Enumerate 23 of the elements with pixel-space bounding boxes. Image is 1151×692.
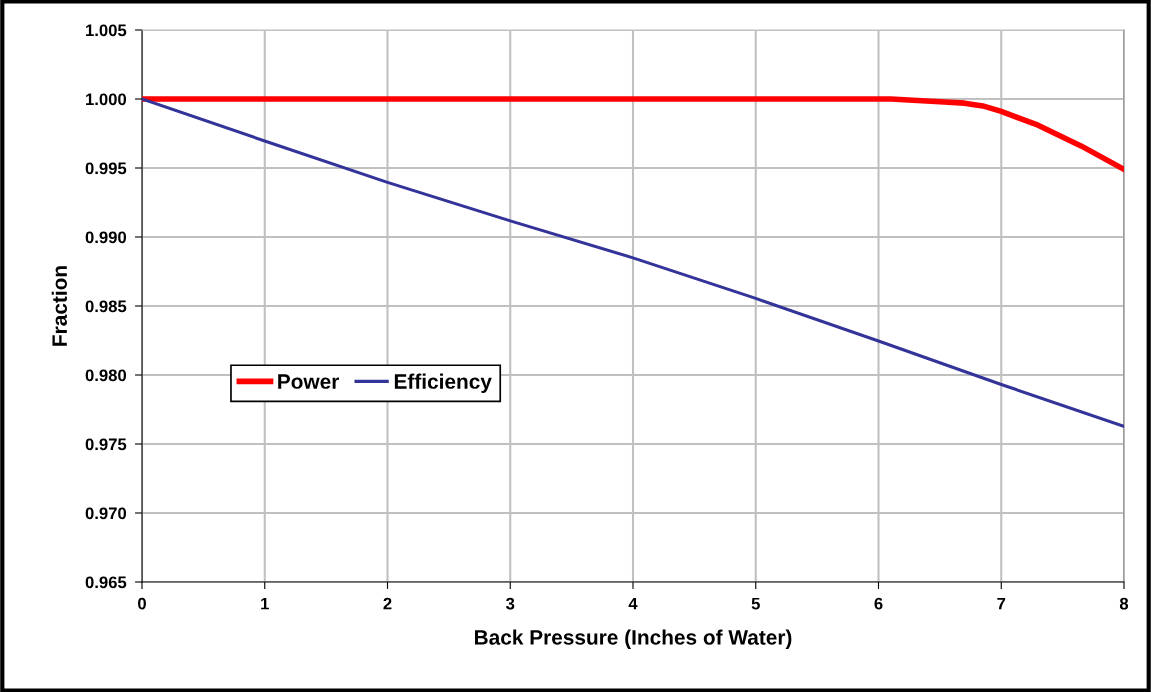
x-axis-title: Back Pressure (Inches of Water) (475, 629, 792, 649)
y-tick-label: 1.000 (86, 93, 127, 106)
y-tick-label: 1.005 (86, 24, 127, 37)
y-tick-label: 0.965 (85, 576, 127, 589)
y-axis-title: Fraction (51, 266, 68, 346)
y-tick-label: 0.970 (85, 507, 127, 520)
legend-label: Power (278, 374, 340, 389)
y-tick-label: 0.985 (85, 300, 127, 313)
x-tick-label: 5 (751, 597, 760, 610)
legend-label: Efficiency (394, 373, 492, 393)
x-tick-label: 2 (383, 597, 392, 610)
x-tick-label: 8 (1119, 597, 1129, 610)
x-tick-label: 4 (628, 597, 638, 610)
x-tick-label: 1 (261, 597, 269, 610)
y-tick-label: 0.990 (85, 231, 127, 244)
line-series (142, 97, 1124, 428)
x-tick-label: 7 (997, 597, 1006, 610)
y-tick-label: 0.995 (85, 162, 127, 175)
x-tick-label: 6 (874, 597, 883, 610)
x-tick-label: 3 (506, 597, 515, 610)
y-tick-label: 0.980 (85, 369, 127, 382)
x-tick-label: 0 (138, 597, 146, 610)
y-tick-label: 0.975 (85, 438, 127, 451)
